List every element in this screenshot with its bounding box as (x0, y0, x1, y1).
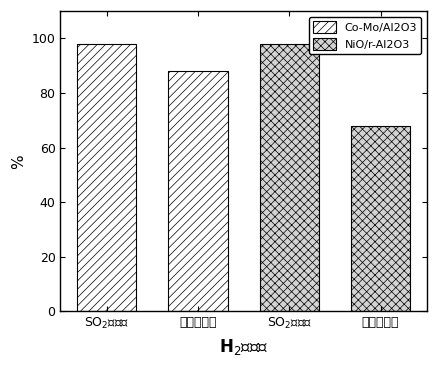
Bar (168, 71, 228, 311)
Y-axis label: %: % (11, 154, 26, 169)
Bar (77, 44, 136, 311)
Bar (260, 44, 319, 311)
Bar (351, 126, 410, 311)
X-axis label: H$_2$还原法: H$_2$还原法 (219, 337, 268, 357)
Legend: Co-Mo/Al2O3, NiO/r-Al2O3: Co-Mo/Al2O3, NiO/r-Al2O3 (309, 17, 421, 54)
